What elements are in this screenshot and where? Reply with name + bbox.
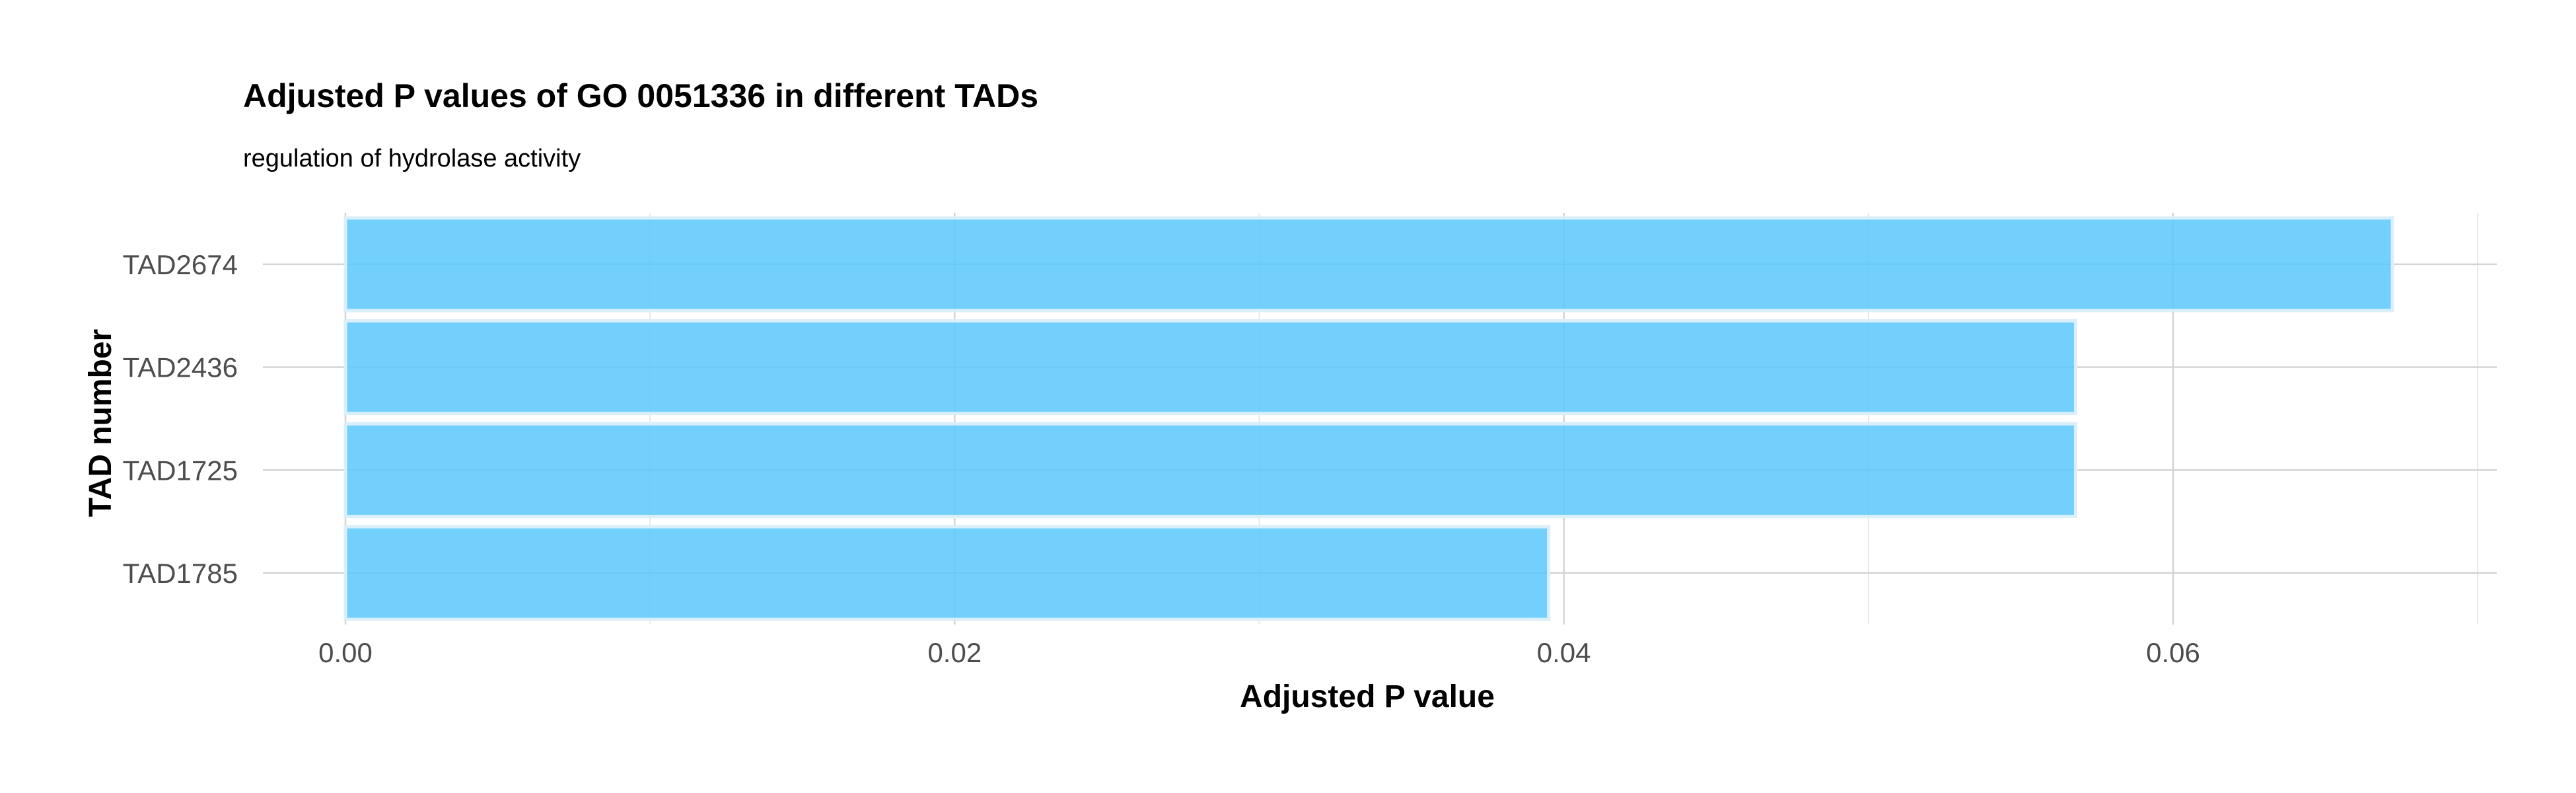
x-tick-label: 0.00 <box>318 637 373 668</box>
bar-tad2674 <box>343 216 2394 313</box>
chart-title: Adjusted P values of GO 0051336 in diffe… <box>243 77 1038 114</box>
y-tick-label: TAD1785 <box>123 558 238 589</box>
x-axis-title: Adjusted P value <box>1240 679 1495 714</box>
chart-subtitle: regulation of hydrolase activity <box>243 145 581 172</box>
bars <box>343 216 2394 621</box>
y-axis-title: TAD number <box>83 329 118 517</box>
y-tick-label: TAD1725 <box>123 455 238 486</box>
x-tick-label: 0.04 <box>1537 637 1591 668</box>
bar-tad1785 <box>343 525 1551 621</box>
y-tick-label: TAD2674 <box>123 249 238 280</box>
x-tick-label: 0.02 <box>927 637 982 668</box>
y-tick-labels: TAD2674 TAD2436 TAD1725 TAD1785 <box>123 249 238 589</box>
bar-tad2436 <box>343 319 2077 416</box>
x-tick-label: 0.06 <box>2146 637 2200 668</box>
x-tick-labels: 0.00 0.02 0.04 0.06 <box>318 637 2200 668</box>
y-tick-label: TAD2436 <box>123 352 238 383</box>
bar-tad1725 <box>343 422 2077 518</box>
